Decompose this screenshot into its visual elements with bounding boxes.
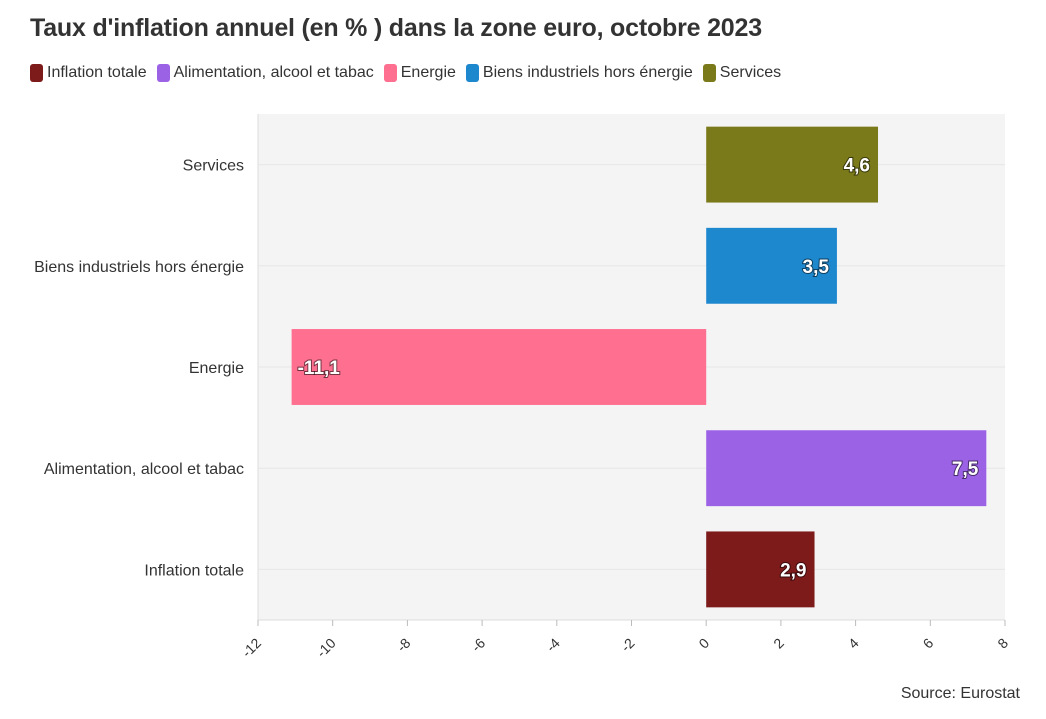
x-tick-label: -10 [313, 635, 339, 661]
legend-label: Alimentation, alcool et tabac [173, 64, 374, 81]
category-label: Inflation totale [144, 562, 244, 579]
legend-label: Services [719, 64, 782, 81]
bar [706, 430, 987, 507]
data-label: 3,5 [803, 257, 830, 278]
x-tick-label: -12 [238, 635, 264, 661]
legend-swatch [702, 64, 716, 82]
legend-item[interactable]: Alimentation, alcool et tabac [156, 64, 374, 82]
x-tick-label: -8 [393, 635, 413, 655]
x-tick-label: 8 [994, 635, 1011, 652]
data-label: 4,6 [844, 156, 870, 177]
data-label: -11,1 [298, 358, 341, 379]
legend-swatch [30, 64, 43, 82]
category-label: Energie [189, 360, 244, 377]
legend-item[interactable]: Biens industriels hors énergie [465, 64, 693, 82]
bar [291, 329, 707, 405]
legend-item[interactable]: Services [702, 64, 782, 82]
legend: Inflation totale Alimentation, alcool et … [30, 64, 781, 82]
chart-title: Taux d'inflation annuel (en % ) dans la … [30, 14, 762, 42]
legend-label: Energie [400, 64, 456, 81]
x-tick-label: 4 [845, 635, 862, 652]
x-tick-label: -4 [543, 635, 563, 655]
legend-swatch [383, 64, 397, 82]
legend-label: Biens industriels hors énergie [482, 64, 693, 81]
source-note: Source: Eurostat [900, 685, 1020, 702]
x-tick-label: 0 [695, 635, 712, 652]
bar [706, 126, 879, 203]
category-label: Services [183, 158, 244, 175]
data-label: 7,5 [952, 459, 979, 480]
bar [706, 531, 815, 608]
bar [706, 227, 837, 304]
category-label: Biens industriels hors énergie [34, 259, 244, 276]
legend-item[interactable]: Inflation totale [30, 64, 147, 82]
x-tick-label: 2 [770, 635, 787, 652]
legend-item[interactable]: Energie [383, 64, 456, 82]
x-tick-label: 6 [920, 635, 937, 652]
legend-label: Inflation totale [47, 64, 147, 81]
x-tick-label: -2 [618, 635, 638, 655]
data-label: 2,9 [780, 560, 806, 581]
legend-swatch [156, 64, 170, 82]
legend-swatch [465, 64, 479, 82]
x-tick-label: -6 [468, 635, 488, 655]
category-label: Alimentation, alcool et tabac [44, 461, 244, 478]
